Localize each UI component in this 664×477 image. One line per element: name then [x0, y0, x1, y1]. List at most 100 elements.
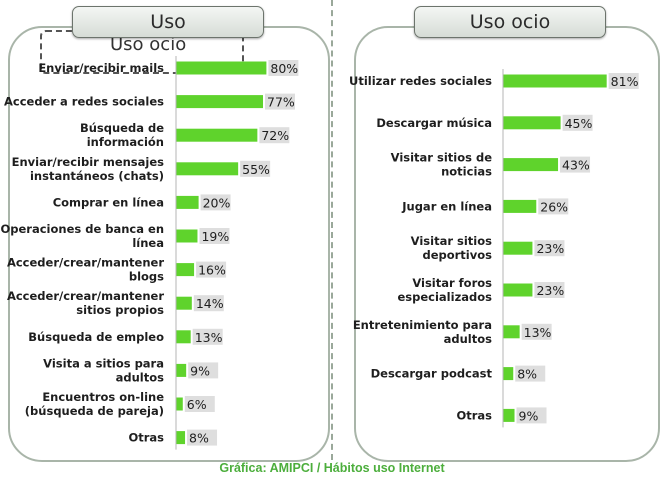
- uso-bars: Enviar/recibir mails 80% Acceder a redes s…: [0, 56, 299, 450]
- uso-category-label: sitios propios: [76, 303, 164, 317]
- uso-category-label: Encuentros on-line: [42, 390, 164, 404]
- ocio-bar: [503, 241, 533, 255]
- uso-value-label-bg: [184, 396, 215, 412]
- uso-category-label: Operaciones de banca en: [0, 222, 164, 236]
- ocio-bar: [503, 158, 559, 172]
- uso-category-label: Acceder/crear/mantener: [7, 256, 164, 270]
- uso-value-label-bg: [259, 127, 290, 144]
- ocio-category-label: Descargar podcast: [371, 367, 493, 381]
- uso-bar: [176, 263, 195, 277]
- uso-value-label-bg: [240, 160, 271, 177]
- uso-category-label: (búsqueda de pareja): [25, 404, 164, 418]
- uso-category-label: Búsqueda de: [80, 121, 164, 135]
- uso-value-label-bg: [187, 429, 218, 446]
- uso-value-label: 9%: [190, 363, 210, 378]
- uso-category-label: Acceder a redes sociales: [4, 95, 164, 109]
- ocio-value-label: 45%: [565, 116, 593, 131]
- uso-bar: [176, 431, 186, 445]
- uso-category-label: Búsqueda de empleo: [28, 330, 164, 344]
- uso-bar: [176, 296, 192, 310]
- uso-value-label-bg: [265, 93, 296, 110]
- uso-value-label-bg: [193, 295, 224, 312]
- ocio-category-label: Entretenimiento para: [353, 318, 492, 332]
- uso-bar: [176, 363, 187, 377]
- uso-ocio-chart-title: Uso ocio: [414, 6, 606, 38]
- ocio-category-label: Otras: [456, 408, 492, 422]
- ocio-bar: [503, 199, 537, 213]
- ocio-bar: [503, 408, 515, 422]
- ocio-value-label-bg: [538, 198, 569, 215]
- ocio-value-label-bg: [608, 73, 639, 89]
- ocio-bars: Utilizar redes sociales 81% Descargar músi…: [349, 69, 639, 428]
- ocio-category-label: Visitar foros: [412, 276, 492, 290]
- uso-bar: [176, 128, 258, 142]
- uso-category-label: Otras: [128, 431, 164, 445]
- ocio-bar: [503, 116, 561, 130]
- uso-value-label-bg: [188, 362, 219, 379]
- ocio-value-label: 23%: [536, 241, 564, 256]
- ocio-value-label: 81%: [611, 74, 639, 89]
- uso-bar: [176, 330, 191, 344]
- uso-category-label: línea: [132, 236, 164, 250]
- uso-category-label: adultos: [116, 370, 165, 384]
- uso-category-label: Visita a sitios para: [43, 356, 164, 370]
- uso-category-label: Comprar en línea: [53, 195, 164, 209]
- ocio-value-label: 23%: [536, 283, 564, 298]
- ocio-value-label-bg: [562, 114, 593, 131]
- uso-category-label: blogs: [129, 270, 164, 284]
- ocio-value-label-bg: [516, 407, 547, 424]
- ocio-category-label: noticias: [441, 165, 492, 179]
- uso-category-label: información: [87, 135, 164, 149]
- ocio-bar: [503, 367, 514, 381]
- uso-value-label-bg: [199, 228, 230, 244]
- uso-value-label-bg: [200, 194, 231, 211]
- overlay-ghost-title: Uso ocio: [110, 34, 187, 55]
- ocio-value-label: 13%: [524, 325, 552, 340]
- ocio-value-label-bg: [515, 365, 546, 382]
- uso-value-label-bg: [192, 328, 223, 345]
- uso-bar: [176, 162, 239, 176]
- ocio-category-label: Visitar sitios: [411, 234, 492, 248]
- uso-value-label: 80%: [270, 61, 298, 76]
- uso-chart-title: Uso: [72, 6, 264, 38]
- uso-value-label: 16%: [198, 263, 226, 278]
- uso-bar: [176, 397, 183, 411]
- uso-category-label: Enviar/recibir mails: [38, 61, 164, 75]
- ocio-value-label: 26%: [540, 199, 568, 214]
- uso-value-label: 72%: [261, 128, 289, 143]
- uso-bar: [176, 229, 198, 243]
- ocio-value-label-bg: [521, 323, 552, 340]
- ocio-category-label: adultos: [444, 332, 493, 346]
- ocio-bar: [503, 74, 607, 88]
- ocio-value-label-bg: [534, 240, 565, 257]
- panel-divider: [331, 0, 333, 460]
- ocio-value-label-bg: [534, 282, 565, 298]
- uso-value-label: 14%: [196, 296, 224, 311]
- ocio-category-label: Visitar sitios de: [391, 151, 493, 165]
- uso-category-label: instantáneos (chats): [30, 169, 164, 183]
- uso-value-label: 20%: [203, 195, 231, 210]
- ocio-category-label: Utilizar redes sociales: [349, 74, 492, 88]
- uso-value-label: 8%: [189, 431, 209, 446]
- uso-bar: [176, 61, 267, 75]
- ocio-category-label: deportivos: [422, 248, 492, 262]
- uso-value-label: 19%: [201, 229, 229, 244]
- uso-value-label-bg: [196, 261, 227, 278]
- uso-value-label: 13%: [195, 330, 223, 345]
- uso-value-label: 6%: [187, 397, 207, 412]
- ocio-value-label: 43%: [562, 158, 590, 173]
- uso-category-label: Acceder/crear/mantener: [7, 289, 164, 303]
- uso-value-label: 77%: [267, 95, 295, 110]
- ocio-value-label-bg: [560, 156, 591, 173]
- ocio-bar: [503, 283, 533, 297]
- ocio-category-label: Jugar en línea: [401, 199, 492, 213]
- ocio-category-label: Descargar música: [376, 116, 492, 130]
- source-caption: Gráfica: AMIPCI / Hábitos uso Internet: [219, 461, 445, 475]
- ocio-value-label: 9%: [519, 408, 539, 423]
- uso-category-label: Enviar/recibir mensajes: [12, 155, 165, 169]
- uso-value-label: 55%: [242, 162, 270, 177]
- uso-bar: [176, 195, 199, 209]
- ocio-bar: [503, 325, 520, 339]
- uso-value-label-bg: [268, 60, 299, 76]
